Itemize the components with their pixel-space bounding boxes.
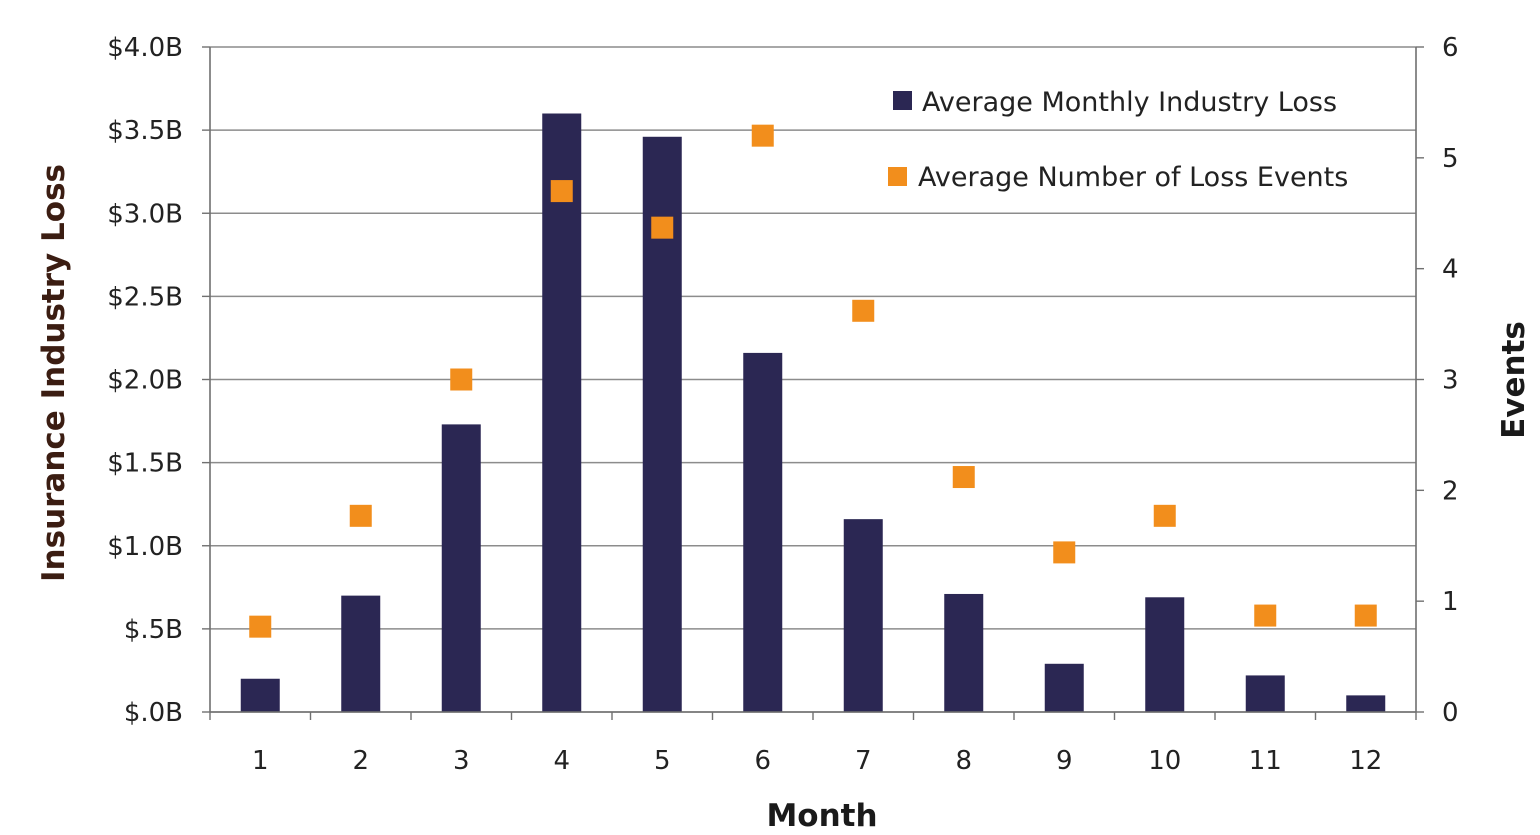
loss-bar <box>1145 597 1185 712</box>
y-tick-label: $.0B <box>124 698 183 728</box>
secondary-y-tick-label: 2 <box>1442 476 1459 506</box>
x-tick-label: 1 <box>252 746 269 776</box>
secondary-y-tick-label: 6 <box>1442 33 1459 63</box>
events-marker <box>751 124 774 147</box>
events-marker <box>1254 604 1277 627</box>
loss-bar <box>240 678 280 712</box>
y-tick-label: $.5B <box>124 615 183 645</box>
secondary-y-tick-label: 1 <box>1442 587 1459 617</box>
events-marker <box>852 299 875 322</box>
loss-bar <box>341 595 381 712</box>
legend: Average Monthly Industry Loss Average Nu… <box>888 87 1348 193</box>
events-marker <box>952 466 975 489</box>
loss-bar <box>441 424 481 712</box>
x-tick-label: 8 <box>955 746 972 776</box>
x-tick-label: 6 <box>754 746 771 776</box>
y-tick-label: $3.5B <box>107 116 183 146</box>
tick-labels: $.0B $.5B $1.0B $1.5B $2.0B $2.5B $3.0B $3.5B $4… <box>107 33 1458 776</box>
events-marker <box>1354 604 1377 627</box>
gridlines <box>210 46 1416 713</box>
loss-bar <box>1346 695 1386 712</box>
y-tick-label: $1.5B <box>107 449 183 479</box>
secondary-y-tick-label: 0 <box>1442 698 1459 728</box>
events-marker <box>651 216 674 239</box>
loss-bar <box>1044 663 1084 712</box>
events-marker <box>550 180 573 203</box>
secondary-y-tick-label: 4 <box>1442 255 1459 285</box>
y-tick-label: $2.5B <box>107 282 183 312</box>
events-marker <box>450 368 473 391</box>
secondary-y-axis-title: Events <box>1496 321 1532 439</box>
x-tick-label: 9 <box>1056 746 1073 776</box>
y-tick-label: $4.0B <box>107 33 183 63</box>
x-tick-label: 7 <box>855 746 872 776</box>
events-marker <box>1053 541 1076 564</box>
secondary-y-tick-label: 3 <box>1442 366 1459 396</box>
loss-bar <box>542 113 582 712</box>
x-tick-label: 10 <box>1148 746 1181 776</box>
x-tick-label: 12 <box>1349 746 1382 776</box>
x-tick-label: 2 <box>352 746 369 776</box>
legend-item-loss-events: Average Number of Loss Events <box>918 162 1348 193</box>
x-tick-label: 4 <box>553 746 570 776</box>
x-tick-label: 5 <box>654 746 671 776</box>
y-tick-label: $1.0B <box>107 532 183 562</box>
bar-series <box>240 113 1386 712</box>
loss-bar <box>944 593 984 712</box>
loss-bar <box>743 352 783 712</box>
events-marker <box>349 504 372 527</box>
secondary-y-tick-label: 5 <box>1442 144 1459 174</box>
x-tick-label: 11 <box>1249 746 1282 776</box>
axes <box>202 46 1424 720</box>
y-tick-label: $2.0B <box>107 366 183 396</box>
loss-bar <box>1245 675 1285 712</box>
loss-bar <box>843 519 883 712</box>
x-tick-label: 3 <box>453 746 470 776</box>
marker-series <box>249 124 1377 638</box>
x-axis-title: Month <box>766 798 877 834</box>
y-tick-label: $3.0B <box>107 199 183 229</box>
events-marker <box>1153 504 1176 527</box>
legend-bar-swatch <box>893 91 912 110</box>
events-marker <box>249 615 272 638</box>
legend-item-monthly-loss: Average Monthly Industry Loss <box>922 87 1337 118</box>
legend-marker-swatch <box>888 167 907 186</box>
y-axis-title: Insurance Industry Loss <box>36 164 72 582</box>
